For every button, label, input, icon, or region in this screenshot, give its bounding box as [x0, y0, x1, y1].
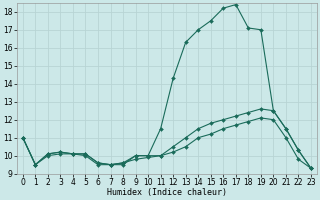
X-axis label: Humidex (Indice chaleur): Humidex (Indice chaleur) — [107, 188, 227, 197]
